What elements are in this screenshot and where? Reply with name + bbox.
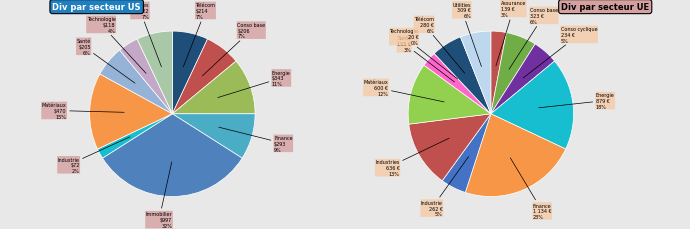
Text: Télécom
280 €
6%: Télécom 280 € 6% [414, 17, 464, 74]
Wedge shape [172, 62, 255, 114]
Text: Santé
$205
6%: Santé $205 6% [77, 39, 135, 84]
Text: Div par secteur US: Div par secteur US [52, 3, 141, 12]
Text: Industries
636 €
13%: Industries 636 € 13% [375, 139, 449, 176]
Text: Assurance
139 €
3%: Assurance 139 € 3% [496, 1, 526, 67]
Wedge shape [97, 114, 172, 158]
Wedge shape [491, 32, 506, 114]
Wedge shape [491, 33, 535, 114]
Text: Conso cyclique
234 €
5%: Conso cyclique 234 € 5% [523, 27, 598, 79]
Text: Utilities
309 €
6%: Utilities 309 € 6% [453, 3, 482, 67]
Wedge shape [408, 66, 491, 125]
Wedge shape [172, 32, 208, 114]
Wedge shape [137, 32, 172, 114]
Wedge shape [460, 32, 491, 114]
Wedge shape [442, 114, 491, 193]
Text: Technologie
$118
4%: Technologie $118 4% [87, 17, 146, 74]
Text: Finance
1 134 €
23%: Finance 1 134 € 23% [511, 158, 551, 219]
Wedge shape [119, 40, 172, 114]
Text: Energie
879 €
18%: Energie 879 € 18% [539, 93, 615, 109]
Text: Conso base
323 €
6%: Conso base 323 € 6% [509, 8, 558, 70]
Text: Industrie
262 €
5%: Industrie 262 € 5% [421, 157, 469, 216]
Text: Utilities
$222
7%: Utilities $222 7% [130, 3, 161, 68]
Text: Santé
155 €
3%: Santé 155 € 3% [397, 36, 455, 83]
Wedge shape [434, 54, 491, 114]
Wedge shape [172, 40, 236, 114]
Wedge shape [103, 114, 242, 197]
Text: Matériaux
600 €
12%: Matériaux 600 € 12% [364, 80, 444, 102]
Text: Télécom
$214
7%: Télécom $214 7% [184, 3, 215, 68]
Wedge shape [424, 54, 491, 114]
Text: Matériaux
$470
15%: Matériaux $470 15% [42, 103, 124, 119]
Text: Conso base
$206
7%: Conso base $206 7% [202, 23, 266, 77]
Wedge shape [491, 45, 555, 114]
Text: Div par secteur UE: Div par secteur UE [561, 3, 649, 12]
Wedge shape [90, 75, 172, 149]
Wedge shape [434, 38, 491, 114]
Wedge shape [465, 114, 566, 197]
Wedge shape [408, 114, 491, 181]
Text: Industrie
$72
2%: Industrie $72 2% [58, 137, 130, 173]
Text: Energie
$343
11%: Energie $343 11% [218, 70, 290, 98]
Text: Immobilier
$997
32%: Immobilier $997 32% [146, 162, 172, 228]
Text: Technologie
20 €
0%: Technologie 20 € 0% [389, 29, 457, 79]
Wedge shape [172, 114, 255, 158]
Wedge shape [491, 62, 573, 149]
Wedge shape [100, 51, 172, 114]
Text: Finance
$293
9%: Finance $293 9% [219, 128, 293, 152]
